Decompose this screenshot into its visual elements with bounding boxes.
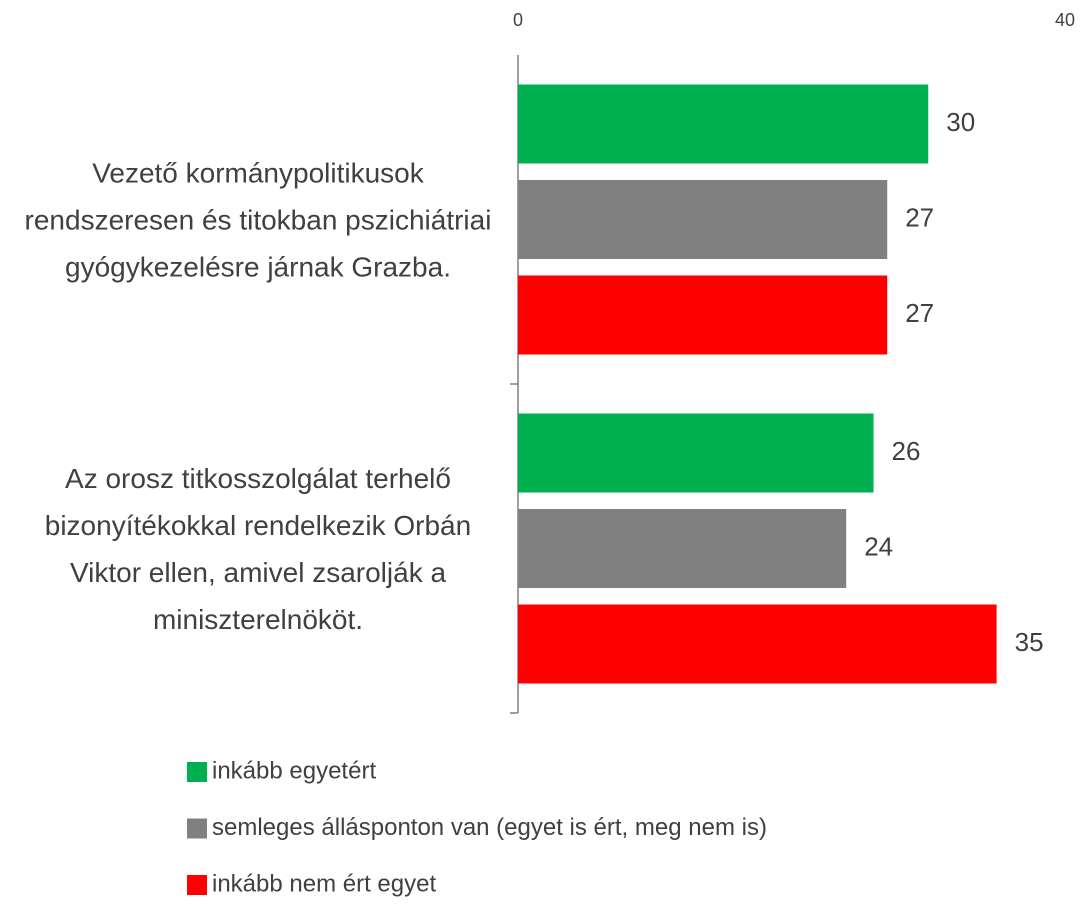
legend-label: inkább egyetért [212, 757, 376, 784]
bar [518, 509, 847, 588]
legend-label: semleges állásponton van (egyet is ért, … [212, 814, 767, 841]
data-label: 30 [946, 107, 975, 137]
data-label: 27 [905, 202, 934, 232]
data-label: 35 [1015, 627, 1044, 657]
bar [518, 180, 888, 259]
x-tick-label: 40 [1055, 10, 1075, 30]
bar [518, 84, 929, 164]
legend-label: inkább nem ért egyet [212, 870, 436, 897]
data-label: 27 [905, 298, 934, 328]
legend-swatch [187, 762, 207, 782]
x-tick-label: 0 [513, 10, 523, 30]
legend-swatch [187, 875, 207, 895]
bar [518, 604, 997, 684]
bar [518, 413, 874, 493]
data-label: 24 [864, 531, 893, 561]
bar [518, 275, 888, 355]
category-label: Az orosz titkosszolgálat terhelő bizonyí… [44, 462, 472, 635]
category-label: Vezető kormánypolitikusok rendszeresen é… [24, 157, 492, 282]
data-label: 26 [892, 436, 921, 466]
legend-swatch [187, 818, 207, 839]
